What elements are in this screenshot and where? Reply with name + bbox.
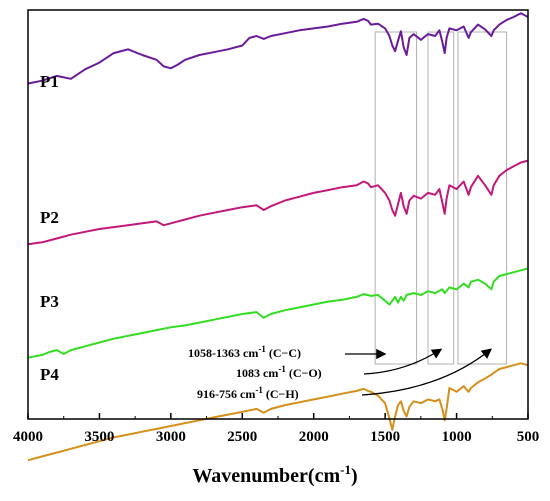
highlight-box-3 — [457, 31, 508, 365]
annotation-co-sup: -1 — [278, 364, 286, 374]
series-line-p3 — [27, 267, 529, 359]
x-tick-label-3000: 3000 — [156, 429, 186, 445]
x-tick-label-1000: 1000 — [442, 429, 472, 445]
annotation-ch-sup: -1 — [255, 385, 263, 395]
x-axis-title: Wavenumber(cm-1) — [192, 462, 357, 487]
annotation-co-group: (C−O) — [289, 366, 322, 380]
svg-text:1058-1363 cm-1(C−C): 1058-1363 cm-1 (C−C) — [188, 344, 301, 360]
highlight-box-1 — [374, 31, 418, 365]
series-line-p1 — [27, 12, 529, 85]
x-tick-label-2500: 2500 — [227, 429, 257, 445]
spectra-curves — [27, 12, 529, 462]
series-line-p2 — [27, 159, 529, 246]
annotation-co-arrow — [363, 348, 443, 375]
annotation-co: 1083 cm-1 (C−O) — [236, 364, 322, 380]
x-axis-ticks: 4000 3500 3000 2500 2000 1500 1000 500 — [13, 413, 539, 445]
x-tick-label-500: 500 — [517, 429, 540, 445]
series-label-p2: P2 — [40, 208, 59, 227]
annotation-ch-arrow — [361, 348, 493, 396]
svg-text:1083 cm-1(C−O): 1083 cm-1 (C−O) — [236, 364, 322, 380]
annotation-cc-range: 1058-1363 cm — [188, 346, 258, 360]
x-tick-label-3500: 3500 — [84, 429, 114, 445]
annotation-cc-group: (C−C) — [269, 346, 301, 360]
annotation-cc: 1058-1363 cm-1 (C−C) — [188, 344, 301, 360]
annotation-ch: 916-756 cm-1 (C−H) — [197, 385, 299, 401]
series-label-p1: P1 — [40, 72, 59, 91]
annotation-ch-range: 916-756 cm — [197, 387, 255, 401]
x-tick-label-1500: 1500 — [370, 429, 400, 445]
svg-text:916-756 cm-1(C−H): 916-756 cm-1 (C−H) — [197, 385, 299, 401]
annotation-ch-group: (C−H) — [266, 387, 299, 401]
x-tick-label-4000: 4000 — [13, 429, 43, 445]
series-line-p4 — [27, 362, 529, 462]
series-label-p3: P3 — [40, 292, 59, 311]
annotation-cc-sup: -1 — [258, 344, 266, 354]
x-tick-label-2000: 2000 — [299, 429, 329, 445]
annotation-co-range: 1083 cm — [236, 366, 278, 380]
series-label-p4: P4 — [40, 365, 59, 384]
